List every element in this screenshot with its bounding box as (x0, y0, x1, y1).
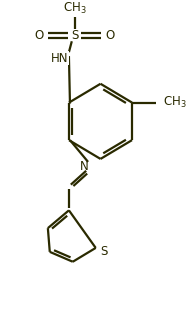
Text: S: S (101, 245, 108, 258)
Text: $\mathregular{CH_3}$: $\mathregular{CH_3}$ (63, 1, 86, 16)
Text: HN: HN (51, 52, 68, 64)
Text: S: S (71, 29, 78, 42)
Text: O: O (35, 29, 44, 42)
Text: $\mathregular{CH_3}$: $\mathregular{CH_3}$ (163, 95, 186, 110)
Text: N: N (80, 160, 89, 173)
Text: O: O (105, 29, 115, 42)
